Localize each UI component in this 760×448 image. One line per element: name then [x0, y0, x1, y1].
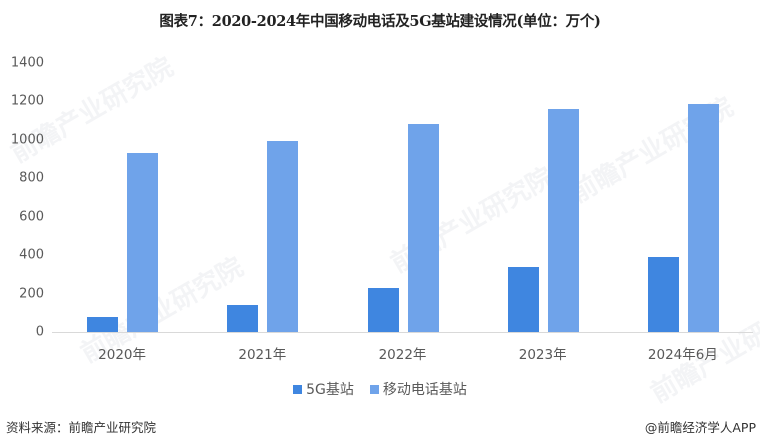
legend-swatch-mobile [369, 384, 379, 394]
chart-title: 图表7：2020-2024年中国移动电话及5G基站建设情况(单位：万个) [159, 13, 601, 30]
x-axis-line [52, 332, 753, 333]
y-tick: 1200 [10, 93, 44, 109]
bar-5g [87, 317, 119, 332]
bar-mobile [267, 140, 299, 332]
bar-mobile [407, 123, 439, 332]
x-tick: 2023年 [518, 347, 567, 363]
y-tick: 0 [35, 324, 44, 340]
y-tick: 400 [19, 247, 44, 263]
legend: 5G基站 移动电话基站 [0, 379, 760, 399]
x-tick: 2020年 [98, 347, 147, 363]
legend-label-mobile: 移动电话基站 [382, 382, 467, 398]
y-tick: 1400 [10, 55, 44, 71]
legend-item-mobile[interactable]: 移动电话基站 [369, 379, 467, 399]
legend-swatch-5g [293, 384, 303, 394]
x-tick: 2021年 [238, 347, 287, 363]
legend-item-5g[interactable]: 5G基站 [293, 379, 354, 399]
bar-5g [227, 304, 259, 332]
bar-5g [647, 256, 679, 332]
bar-mobile [687, 103, 719, 332]
y-tick: 1000 [10, 132, 44, 148]
x-tick: 2024年6月 [647, 347, 718, 363]
y-tick: 600 [19, 209, 44, 225]
bar-mobile [127, 153, 159, 332]
legend-label-5g: 5G基站 [306, 382, 354, 398]
x-tick: 2022年 [378, 347, 427, 363]
source-note: 资料来源：前瞻产业研究院 [6, 420, 157, 435]
bar-5g [367, 287, 399, 332]
y-tick: 200 [19, 286, 44, 302]
plot-area [52, 63, 753, 332]
bar-mobile [547, 108, 579, 332]
y-tick: 800 [19, 170, 44, 186]
bar-5g [507, 267, 539, 332]
credit-note: @前瞻经济学人APP [644, 420, 756, 435]
